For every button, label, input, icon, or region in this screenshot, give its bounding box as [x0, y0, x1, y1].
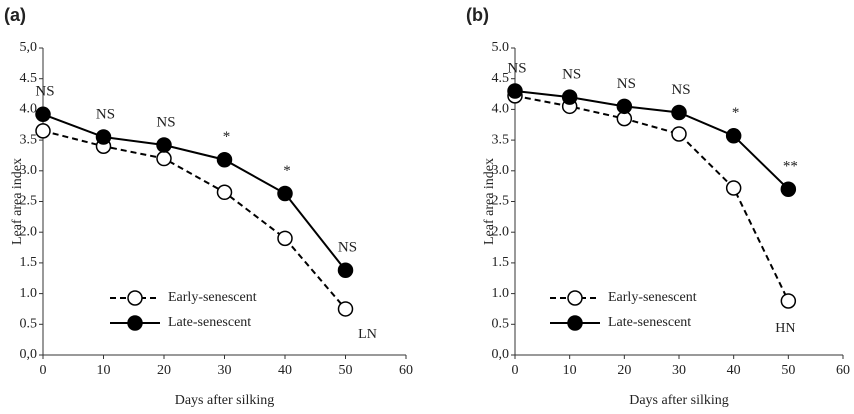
- x-tick-label: 40: [727, 363, 741, 378]
- legend-label: Early-senescent: [168, 290, 257, 305]
- significance-label: NS: [507, 60, 526, 76]
- y-tick-label: 4.5: [20, 71, 38, 86]
- treatment-label: LN: [358, 327, 377, 342]
- x-tick-label: 40: [278, 363, 292, 378]
- legend-label: Early-senescent: [608, 290, 697, 305]
- y-tick-label: 1.0: [492, 286, 510, 301]
- marker: [95, 129, 112, 145]
- y-tick-label: 3.5: [492, 132, 510, 147]
- significance-label: *: [223, 129, 231, 145]
- marker: [35, 106, 51, 123]
- y-tick-label: 3.0: [20, 163, 38, 178]
- significance-label: NS: [671, 82, 690, 98]
- marker: [671, 104, 687, 121]
- series-line: [42, 113, 347, 271]
- legend-marker: [127, 315, 143, 331]
- marker: [780, 181, 797, 197]
- marker: [216, 184, 233, 201]
- marker: [561, 89, 578, 105]
- panel-label: (b): [466, 5, 489, 25]
- series-line: [514, 89, 790, 190]
- y-axis-label: Leaf area index: [482, 158, 497, 245]
- marker: [156, 137, 172, 153]
- significance-label: NS: [617, 76, 636, 92]
- y-tick-label: 2.5: [20, 194, 38, 209]
- marker: [35, 123, 51, 139]
- x-tick-label: 0: [40, 363, 47, 378]
- legend-marker: [127, 290, 143, 306]
- marker: [277, 230, 293, 247]
- x-tick-label: 50: [781, 363, 795, 378]
- treatment-label: HN: [775, 321, 795, 336]
- marker: [616, 98, 633, 115]
- x-tick-label: 30: [218, 363, 232, 378]
- marker: [725, 128, 742, 144]
- significance-label: **: [783, 159, 798, 175]
- x-axis-label: Days after silking: [175, 393, 275, 408]
- x-tick-label: 60: [836, 363, 850, 378]
- y-tick-label: 2.0: [20, 224, 38, 239]
- series-line: [514, 94, 790, 302]
- marker: [277, 185, 293, 202]
- x-tick-label: 60: [399, 363, 413, 378]
- significance-label: *: [732, 105, 740, 121]
- marker: [671, 126, 687, 142]
- significance-label: NS: [562, 67, 581, 83]
- y-tick-label: 0.5: [20, 317, 38, 332]
- y-tick-label: 1.0: [20, 286, 38, 301]
- y-tick-label: 4.0: [20, 102, 38, 117]
- y-tick-label: 4.5: [492, 71, 510, 86]
- y-tick-label: 0,0: [20, 347, 38, 362]
- marker: [156, 150, 172, 167]
- panel-label: (a): [4, 5, 26, 25]
- y-axis-label: Leaf area index: [10, 158, 25, 245]
- x-axis-label: Days after silking: [629, 393, 729, 408]
- x-tick-label: 20: [157, 363, 171, 378]
- x-tick-label: 10: [97, 363, 111, 378]
- marker: [507, 83, 523, 99]
- y-tick-label: 3.5: [20, 132, 38, 147]
- y-tick-label: 5.0: [492, 40, 510, 55]
- marker: [337, 262, 354, 279]
- y-tick-label: 2.0: [492, 224, 510, 239]
- series-line: [42, 129, 347, 310]
- marker: [780, 293, 797, 309]
- significance-label: NS: [338, 240, 357, 256]
- y-tick-label: 2.5: [492, 194, 510, 209]
- y-tick-label: 5,0: [20, 40, 38, 55]
- x-tick-label: 50: [339, 363, 353, 378]
- significance-label: NS: [156, 114, 175, 130]
- x-tick-label: 30: [672, 363, 686, 378]
- x-tick-label: 20: [617, 363, 631, 378]
- marker: [725, 180, 742, 196]
- y-tick-label: 0.5: [492, 317, 510, 332]
- y-tick-label: 3.0: [492, 163, 510, 178]
- significance-label: *: [283, 163, 291, 179]
- y-tick-label: 0,0: [492, 347, 510, 362]
- marker: [216, 151, 233, 168]
- legend-marker: [567, 290, 583, 306]
- significance-label: NS: [96, 106, 115, 122]
- y-tick-label: 4.0: [492, 102, 510, 117]
- legend-label: Late-senescent: [608, 315, 691, 330]
- y-tick-label: 1.5: [20, 255, 38, 270]
- x-tick-label: 10: [563, 363, 577, 378]
- y-tick-label: 1.5: [492, 255, 510, 270]
- legend-marker: [567, 315, 583, 331]
- legend-label: Late-senescent: [168, 315, 251, 330]
- x-tick-label: 0: [512, 363, 519, 378]
- marker: [337, 301, 354, 317]
- significance-label: NS: [35, 84, 54, 100]
